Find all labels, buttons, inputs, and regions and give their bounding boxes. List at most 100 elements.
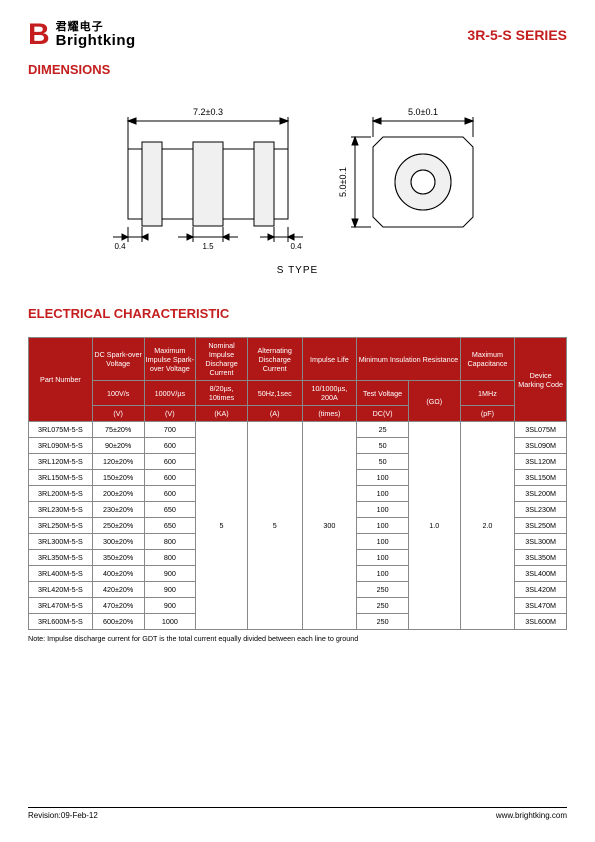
cell-dc: 75±20% [92,422,144,438]
th-implife2: 10/1000µs, 200A [302,381,357,406]
cell-maximp: 900 [144,582,196,598]
cell-testv: 100 [357,518,409,534]
cell-dc: 230±20% [92,502,144,518]
dim-top-right: 5.0±0.1 [408,107,438,117]
cell-dc: 150±20% [92,470,144,486]
cell-testv: 250 [357,614,409,630]
th-maxcap3: (pF) [460,406,515,422]
cell-part: 3RL150M-5-S [29,470,93,486]
spec-table: Part Number DC Spark-over Voltage Maximu… [28,337,567,630]
cell-maximp: 700 [144,422,196,438]
electrical-heading: ELECTRICAL CHARACTERISTIC [0,282,595,331]
type-label: S TYPE [28,265,567,276]
cell-maximp: 900 [144,566,196,582]
cell-maximp: 650 [144,502,196,518]
cell-part: 3RL400M-5-S [29,566,93,582]
cell-mark: 3SL200M [515,486,567,502]
th-maximp2: 1000V/µs [144,381,196,406]
th-maximp3: (V) [144,406,196,422]
logo-mark: B [28,20,50,50]
cell-dc: 600±20% [92,614,144,630]
th-marking: Device Marking Code [515,338,567,422]
cell-part: 3RL120M-5-S [29,454,93,470]
cell-maximp: 600 [144,454,196,470]
cell-mark: 3SL075M [515,422,567,438]
cell-maximp: 800 [144,534,196,550]
cell-maxcap: 2.0 [460,422,515,630]
logo: B 君耀电子 Brightking [28,20,136,50]
cell-maximp: 800 [144,550,196,566]
cell-dc: 470±20% [92,598,144,614]
cell-gohm: 1.0 [408,422,460,630]
cell-part: 3RL075M-5-S [29,422,93,438]
cell-mark: 3SL150M [515,470,567,486]
series-title: 3R-5-S SERIES [467,27,567,43]
cell-part: 3RL350M-5-S [29,550,93,566]
logo-chinese: 君耀电子 [56,21,136,33]
table-note: Note: Impulse discharge current for GDT … [0,630,595,643]
dimensions-heading: DIMENSIONS [0,58,595,87]
th-part: Part Number [29,338,93,422]
cell-part: 3RL250M-5-S [29,518,93,534]
cell-mark: 3SL600M [515,614,567,630]
cell-mark: 3SL300M [515,534,567,550]
cell-mark: 3SL090M [515,438,567,454]
cell-part: 3RL230M-5-S [29,502,93,518]
table-row: 3RL075M-5-S75±20%70055300251.02.03SL075M [29,422,567,438]
dim-top-left: 7.2±0.3 [193,107,223,117]
dim-bottom-b: 1.5 [202,242,214,251]
cell-maximp: 1000 [144,614,196,630]
th-testv: Test Voltage [357,381,409,406]
cell-testv: 100 [357,470,409,486]
cell-dc: 300±20% [92,534,144,550]
cell-part: 3RL090M-5-S [29,438,93,454]
cell-testv: 100 [357,566,409,582]
th-alt: Alternating Discharge Current [247,338,302,381]
cell-dc: 90±20% [92,438,144,454]
dim-side: 5.0±0.1 [338,167,348,197]
cell-mark: 3SL250M [515,518,567,534]
cell-dc: 120±20% [92,454,144,470]
th-alt3: (A) [247,406,302,422]
cell-alt: 5 [247,422,302,630]
cell-mark: 3SL230M [515,502,567,518]
th-testv3: DC(V) [357,406,409,422]
page-header: B 君耀电子 Brightking 3R-5-S SERIES [0,0,595,58]
cell-testv: 250 [357,582,409,598]
th-implife3: (times) [302,406,357,422]
th-minins: Minimum Insulation Resistance [357,338,460,381]
dim-bottom-c: 0.4 [290,242,302,251]
th-nomimp2: 8/20µs, 10times [196,381,248,406]
cell-testv: 100 [357,534,409,550]
cell-dc: 250±20% [92,518,144,534]
cell-testv: 25 [357,422,409,438]
cell-testv: 100 [357,550,409,566]
cell-testv: 50 [357,438,409,454]
th-maxcap2: 1MHz [460,381,515,406]
th-nomimp3: (KA) [196,406,248,422]
cell-mark: 3SL400M [515,566,567,582]
footer-url: www.brightking.com [496,811,567,820]
cell-testv: 50 [357,454,409,470]
cell-part: 3RL200M-5-S [29,486,93,502]
spec-table-wrap: Part Number DC Spark-over Voltage Maximu… [0,331,595,630]
cell-testv: 100 [357,486,409,502]
logo-english: Brightking [56,33,136,50]
cell-testv: 100 [357,502,409,518]
cell-dc: 200±20% [92,486,144,502]
cell-mark: 3SL350M [515,550,567,566]
th-dc: DC Spark-over Voltage [92,338,144,381]
th-dc2: 100V/s [92,381,144,406]
cell-maximp: 600 [144,438,196,454]
th-nomimp: Nominal Impulse Discharge Current [196,338,248,381]
cell-part: 3RL420M-5-S [29,582,93,598]
revision-text: Revision:09-Feb-12 [28,811,98,820]
th-gohm: (GΩ) [408,381,460,422]
th-maximp: Maximum Impulse Spark-over Voltage [144,338,196,381]
th-dc3: (V) [92,406,144,422]
cell-part: 3RL300M-5-S [29,534,93,550]
cell-nomimp: 5 [196,422,248,630]
dimensions-diagram: 7.2±0.3 0.4 1.5 0.4 5.0±0.1 5.0±0.1 [0,87,595,282]
th-maxcap: Maximum Capacitance [460,338,515,381]
cell-dc: 420±20% [92,582,144,598]
